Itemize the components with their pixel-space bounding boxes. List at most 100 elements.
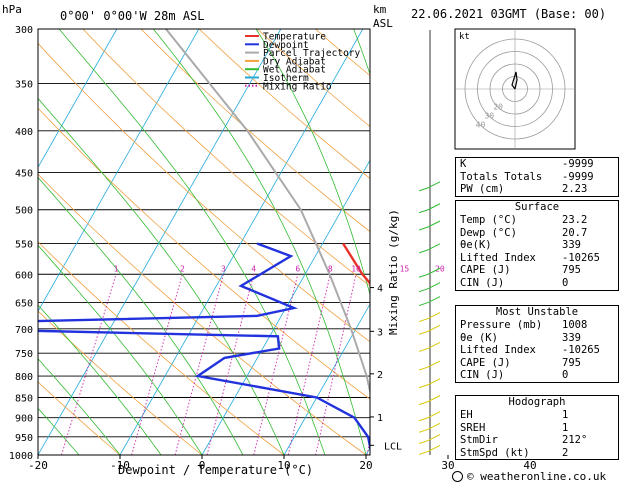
- pressure-tick-label: 500: [15, 206, 33, 217]
- surface-value: 339: [562, 239, 581, 252]
- most-unstable-value: 1008: [562, 319, 588, 331]
- copyright-footer: © weatheronline.co.uk: [452, 470, 606, 483]
- km-tick-label: 2: [377, 370, 383, 381]
- pressure-tick-label: 550: [15, 239, 33, 250]
- x-tick-label: 20: [359, 459, 372, 472]
- hodograph-stat-value: 212°: [562, 434, 588, 447]
- surface-label: Lifted Index: [460, 251, 536, 264]
- km-tick-label: 3: [377, 327, 383, 338]
- wind-barb: [418, 318, 429, 323]
- wet-adiabat-line: [38, 97, 285, 455]
- surface-row: CAPE (J) 795: [456, 264, 618, 277]
- isotherm-line: [38, 29, 200, 312]
- wind-barb: [418, 187, 429, 192]
- mixing-ratio-line: [315, 274, 357, 455]
- wet-adiabat-line: [38, 407, 80, 455]
- wind-barb: [427, 342, 441, 349]
- isotherm-line: [38, 29, 282, 455]
- pressure-tick-label: 350: [15, 80, 33, 91]
- isotherm-line: [119, 29, 364, 455]
- surface-row: Lifted Index -10265: [456, 252, 618, 265]
- pressure-unit-label: hPa: [2, 3, 22, 16]
- wind-barb: [418, 249, 429, 254]
- dry-adiabat-line: [38, 173, 367, 455]
- pressure-tick-label: 1000: [9, 451, 33, 462]
- mixing-ratio-tick-label: 3: [221, 264, 226, 273]
- surface-label: θe(K): [460, 239, 492, 252]
- mixing-ratio-tick-label: 4: [251, 264, 256, 273]
- most-unstable-panel: Most Unstable Pressure (mb) 1008 θe (K) 339…: [455, 305, 619, 383]
- mixing-ratio-axis-label: Mixing Ratio (g/kg): [387, 209, 400, 335]
- x-axis-label: Dewpoint / Temperature (°C): [118, 463, 313, 477]
- wind-barb: [427, 444, 441, 452]
- surface-title: Surface: [514, 201, 560, 213]
- wet-adiabat-line: [152, 29, 367, 455]
- surface-value: 20.7: [562, 226, 588, 239]
- hodograph-panel: Hodograph EH 1 SREH 1 StmDir 212° StmSpd (kt) 2: [455, 395, 619, 461]
- hodograph-stat-value: 2: [562, 446, 569, 459]
- series-parcel-trajectory-line: [165, 29, 370, 396]
- wind-barb: [427, 243, 441, 251]
- hodograph-stat-label: StmSpd (kt): [460, 446, 530, 459]
- most-unstable-label: CAPE (J): [460, 356, 511, 369]
- surface-label: CIN (J): [460, 276, 505, 289]
- surface-row: CIN (J) 0: [456, 277, 618, 290]
- mixing-ratio-tick-label: 6: [295, 264, 300, 273]
- pressure-tick-label: 800: [15, 372, 33, 383]
- height-unit-label: km: [373, 3, 387, 16]
- dry-adiabat-line: [38, 42, 370, 343]
- isotherm-line: [38, 29, 118, 169]
- surface-panel: Surface Temp (°C) 23.2 Dewp (°C) 20.7 θe(K) 3…: [455, 200, 619, 291]
- most-unstable-label: Lifted Index: [460, 344, 536, 357]
- mixing-ratio-tick-label: 2: [180, 264, 185, 273]
- wind-barb: [427, 360, 441, 368]
- km-tick-label: 1: [377, 413, 383, 424]
- most-unstable-row: CAPE (J) 795: [456, 357, 618, 370]
- pressure-tick-label: 300: [15, 25, 33, 36]
- surface-label: CAPE (J): [460, 264, 511, 277]
- series-dewpoint-line: [38, 242, 370, 453]
- wind-barb: [427, 312, 441, 319]
- index-value: -9999: [562, 170, 594, 183]
- wind-barb: [418, 450, 429, 455]
- wind-barb: [427, 434, 441, 442]
- wind-barb: [418, 384, 429, 389]
- hodograph-stat-row: StmDir 212°: [456, 434, 618, 447]
- dry-adiabat-line: [82, 29, 370, 287]
- pressure-tick-label: 900: [15, 414, 33, 425]
- wind-barb: [427, 324, 441, 332]
- index-row: PW (cm) 2.23: [456, 183, 618, 196]
- copyright-text: © weatheronline.co.uk: [467, 470, 607, 483]
- legend-entry: Parcel Trajectory: [263, 48, 361, 59]
- wet-adiabat-line: [38, 304, 162, 455]
- wet-adiabat-line: [255, 29, 370, 296]
- isotherm-line: [201, 159, 370, 455]
- wet-adiabat-line: [58, 29, 326, 455]
- wet-adiabat-line: [353, 29, 370, 76]
- wind-barb: [427, 282, 441, 290]
- hodograph-ring-label: 20: [493, 103, 503, 112]
- surface-row: θe(K) 339: [456, 239, 618, 252]
- x-tick-label: 30: [441, 459, 454, 472]
- mixing-ratio-tick-label: 1: [114, 264, 119, 273]
- wind-barb: [418, 417, 429, 422]
- location-label: 0°00' 0°00'W 28m ASL: [60, 9, 205, 23]
- legend-entry: Temperature: [263, 32, 326, 43]
- wind-barb: [418, 209, 429, 214]
- legend-entry: Dry Adiabat: [263, 56, 326, 67]
- dry-adiabat-line: [38, 310, 203, 455]
- hodograph-stat-row: SREH 1: [456, 422, 618, 435]
- mixing-ratio-line: [253, 274, 299, 455]
- wet-adiabat-line: [38, 244, 203, 455]
- wind-barb: [427, 411, 441, 419]
- index-row: K -9999: [456, 158, 618, 171]
- mixing-ratio-tick-label: 10: [351, 264, 361, 273]
- wind-barb: [418, 226, 429, 231]
- legend-entry: Mixing Ratio: [263, 81, 332, 92]
- x-tick-label: 10: [277, 459, 290, 472]
- most-unstable-row: θe (K) 339: [456, 332, 618, 345]
- wind-barb: [418, 347, 429, 352]
- surface-value: -10265: [562, 251, 600, 264]
- globe-icon: [452, 471, 463, 482]
